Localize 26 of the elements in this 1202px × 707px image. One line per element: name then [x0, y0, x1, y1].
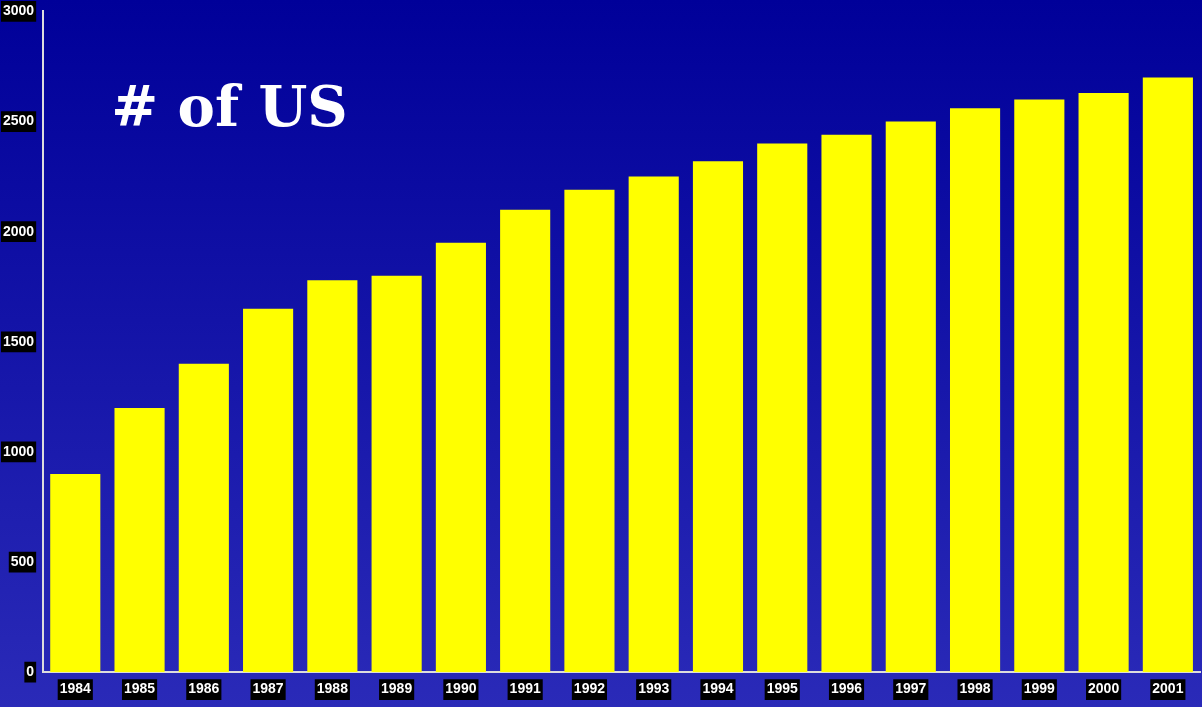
y-tick-label: 1500: [2, 332, 35, 349]
text: # of US: [111, 72, 348, 139]
x-tick-label: 1995: [766, 680, 799, 697]
y-tick-label: 2500: [2, 112, 35, 129]
x-tick-label: 1994: [702, 680, 734, 697]
x-tick-label: 1987: [252, 680, 284, 697]
x-tick-label: 1992: [573, 680, 606, 697]
x-tick-label: 1997: [895, 680, 927, 697]
y-tick-label: 500: [10, 552, 35, 569]
x-tick-label: 1998: [959, 680, 991, 697]
x-tick-label: 1986: [188, 680, 220, 697]
x-tick-label: 2001: [1152, 680, 1184, 697]
x-tick-label: 1989: [381, 680, 413, 697]
y-tick-label: 1000: [2, 442, 35, 459]
x-tick-label: 1990: [445, 680, 477, 697]
x-tick-label: 1996: [830, 680, 863, 697]
x-tick-label: 1984: [59, 680, 92, 697]
x-tick-label: 2000: [1088, 680, 1120, 697]
x-tick-label: 1988: [316, 680, 349, 697]
x-tick-label: 1985: [123, 680, 156, 697]
x-tick-label: 1999: [1023, 680, 1056, 697]
y-tick-label: 0: [26, 663, 35, 680]
x-tick-label: 1993: [638, 680, 670, 697]
y-tick-label: 3000: [2, 2, 35, 19]
x-tick-label: 1991: [509, 680, 541, 697]
y-tick-label: 2000: [2, 222, 35, 239]
